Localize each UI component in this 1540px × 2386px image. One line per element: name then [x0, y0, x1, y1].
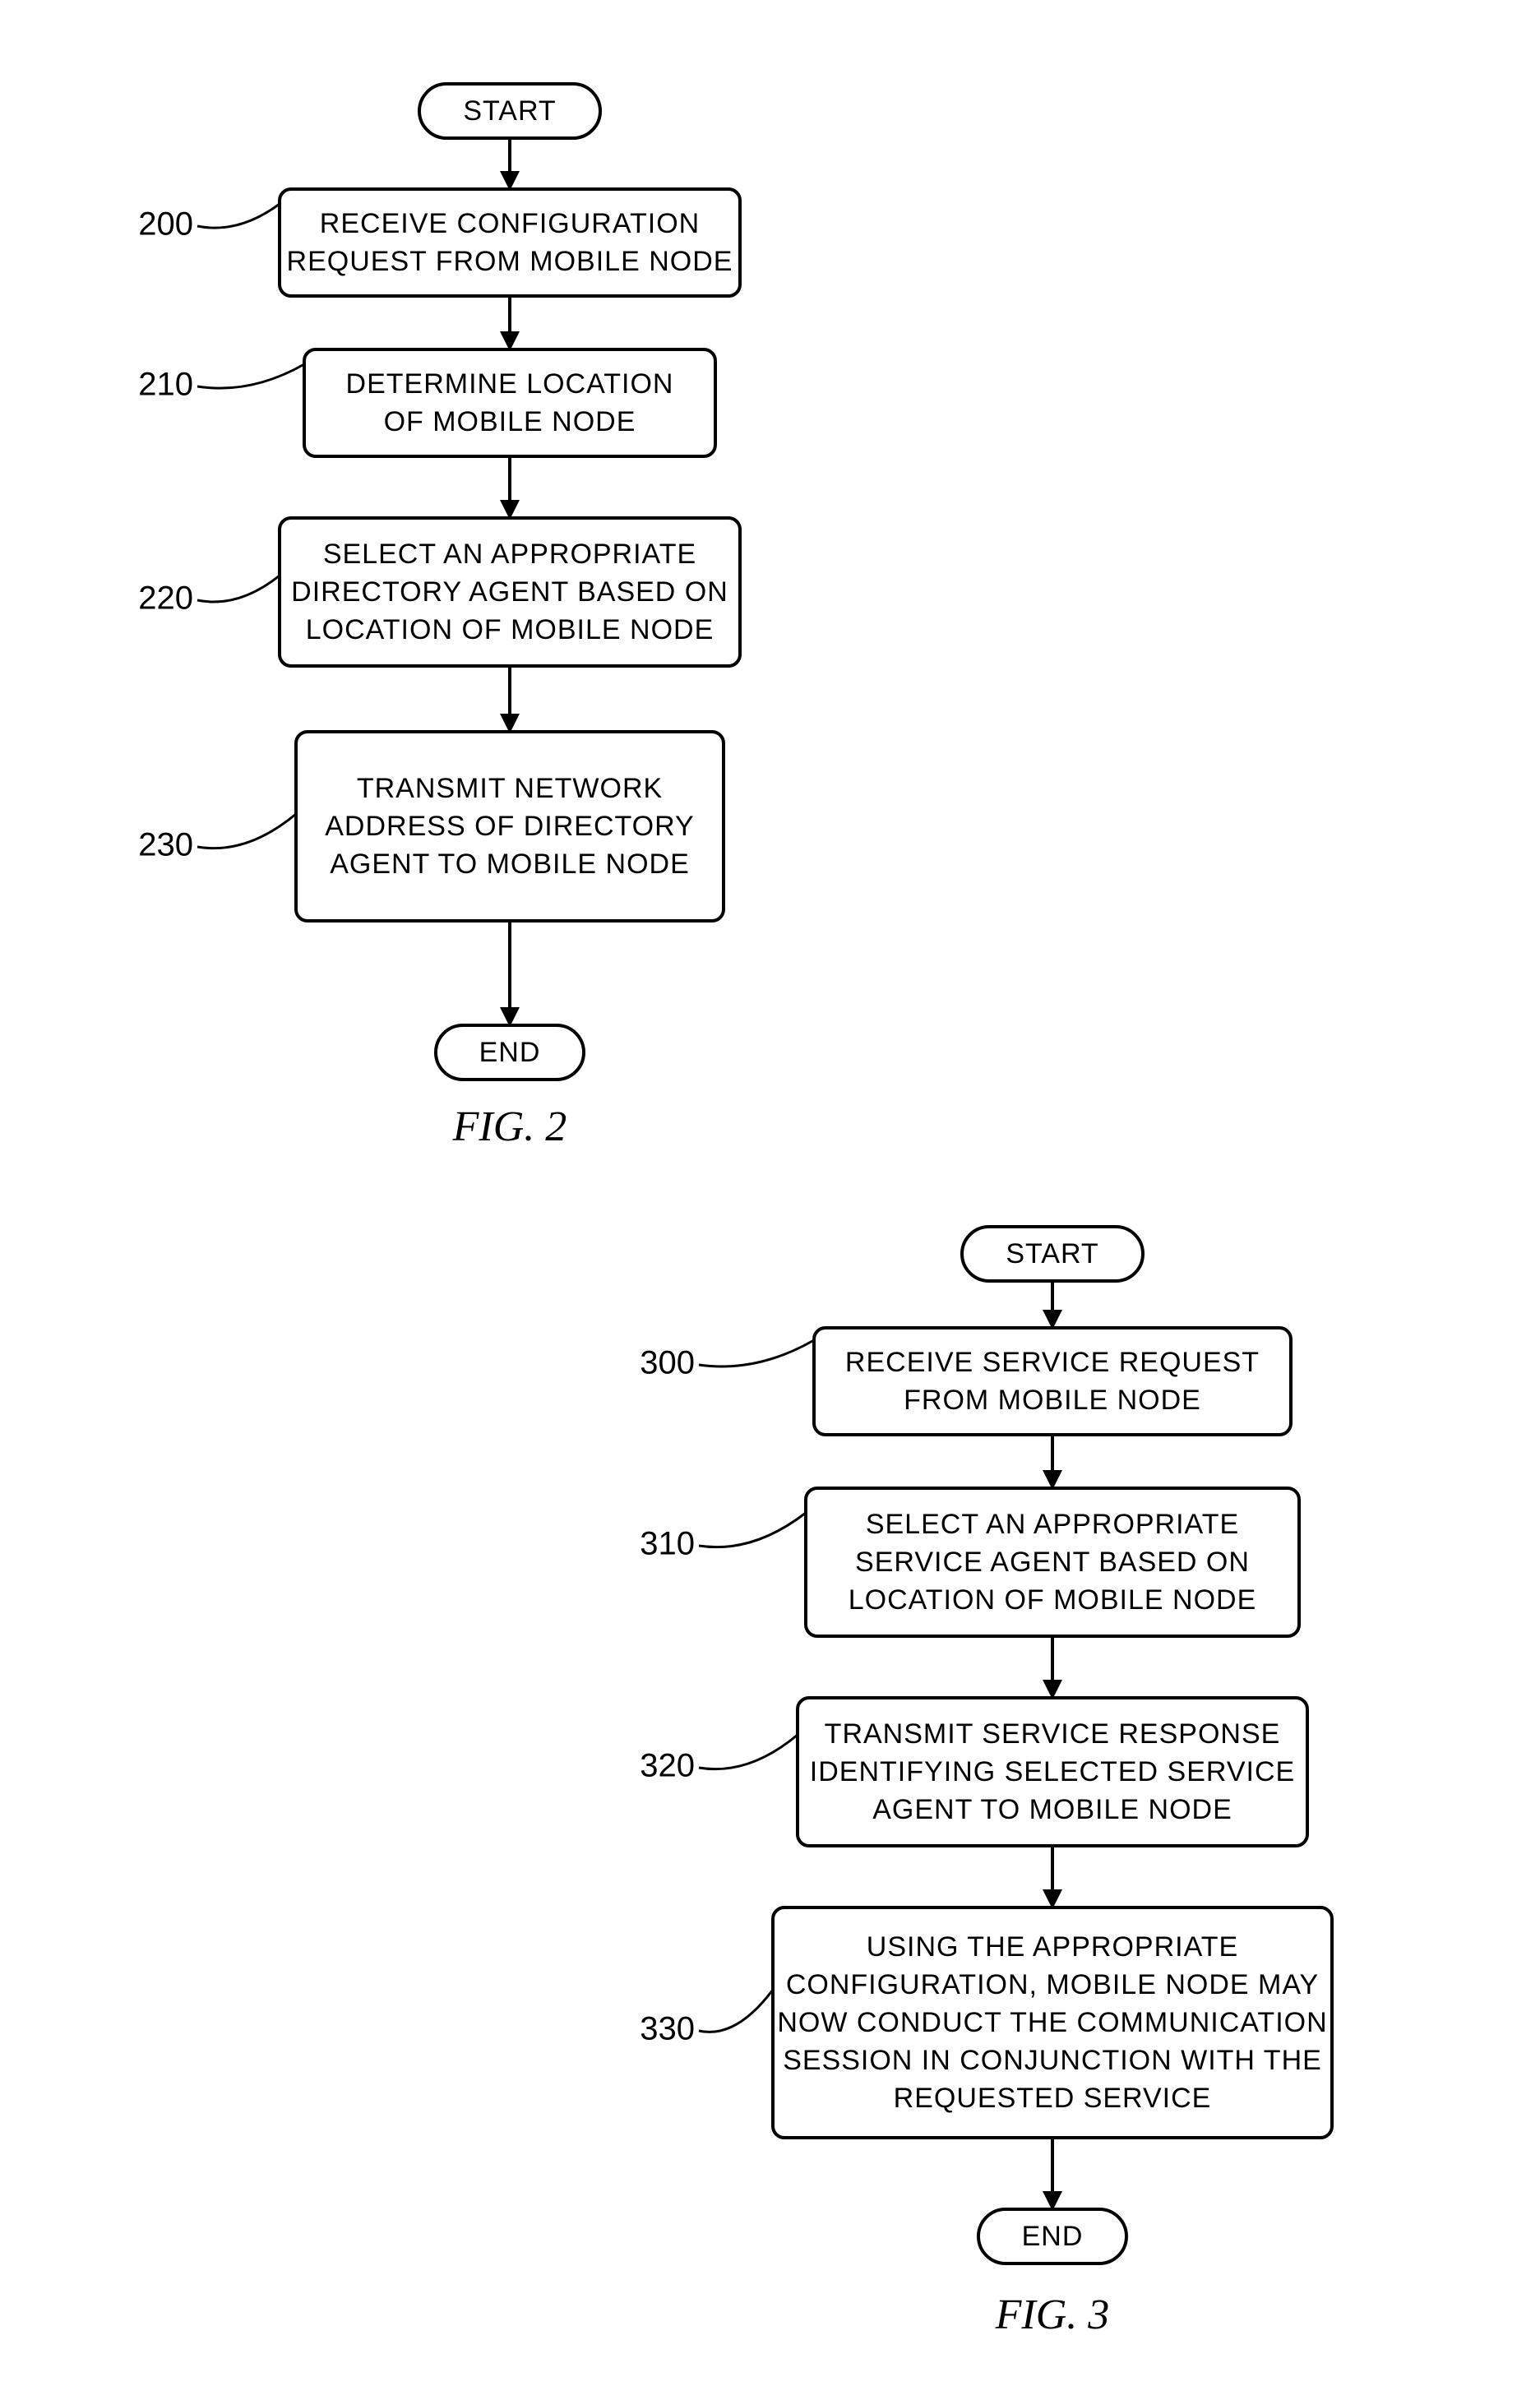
process-text: CONFIGURATION, MOBILE NODE MAY: [786, 1969, 1319, 2000]
process-box-n200: [280, 189, 740, 296]
process-text: TRANSMIT NETWORK: [357, 773, 663, 804]
ref-leader: [197, 204, 280, 228]
ref-label: 310: [640, 1526, 695, 1562]
ref-leader: [699, 1990, 773, 2032]
terminator-label: START: [1006, 1238, 1098, 1269]
ref-leader: [699, 1340, 814, 1366]
process-text: IDENTIFYING SELECTED SERVICE: [810, 1756, 1295, 1787]
ref-label: 230: [138, 827, 193, 863]
ref-leader: [197, 576, 280, 602]
process-text: SELECT AN APPROPRIATE: [866, 1509, 1239, 1540]
process-text: REQUESTED SERVICE: [894, 2083, 1212, 2114]
process-text: REQUEST FROM MOBILE NODE: [287, 246, 733, 277]
terminator-label: END: [479, 1037, 541, 1068]
process-text: RECEIVE SERVICE REQUEST: [845, 1347, 1260, 1378]
ref-leader: [699, 1513, 806, 1547]
terminator-label: START: [463, 95, 556, 127]
process-box-n300: [814, 1328, 1291, 1435]
process-text: RECEIVE CONFIGURATION: [320, 208, 700, 239]
process-text: SELECT AN APPROPRIATE: [323, 539, 696, 570]
terminator-label: END: [1022, 2221, 1084, 2252]
diagram-canvas: START END RECEIVE CONFIGURATION REQUEST FRO…: [0, 0, 1540, 2386]
process-text: OF MOBILE NODE: [384, 406, 636, 437]
ref-label: 200: [138, 206, 193, 243]
process-text: DIRECTORY AGENT BASED ON: [291, 576, 728, 608]
ref-label: 210: [138, 367, 193, 403]
process-text: ADDRESS OF DIRECTORY: [325, 811, 694, 842]
ref-leader: [699, 1735, 798, 1769]
process-text: LOCATION OF MOBILE NODE: [306, 614, 715, 645]
ref-label: 330: [640, 2011, 695, 2047]
process-text: NOW CONDUCT THE COMMUNICATION: [777, 2007, 1327, 2038]
figure-caption: FIG. 2: [452, 1103, 567, 1150]
figure-caption: FIG. 3: [995, 2291, 1110, 2338]
ref-leader: [197, 364, 304, 388]
process-text: AGENT TO MOBILE NODE: [872, 1794, 1232, 1825]
ref-label: 220: [138, 580, 193, 617]
process-text: LOCATION OF MOBILE NODE: [849, 1584, 1257, 1616]
process-text: USING THE APPROPRIATE: [867, 1931, 1238, 1963]
process-text: FROM MOBILE NODE: [904, 1385, 1201, 1416]
process-text: DETERMINE LOCATION: [346, 368, 674, 400]
ref-label: 320: [640, 1748, 695, 1784]
process-text: SESSION IN CONJUNCTION WITH THE: [783, 2045, 1322, 2076]
process-text: TRANSMIT SERVICE RESPONSE: [825, 1718, 1281, 1750]
process-box-n210: [304, 349, 715, 456]
ref-leader: [197, 814, 296, 849]
process-text: SERVICE AGENT BASED ON: [855, 1547, 1250, 1578]
ref-label: 300: [640, 1345, 695, 1381]
process-text: AGENT TO MOBILE NODE: [330, 849, 690, 880]
